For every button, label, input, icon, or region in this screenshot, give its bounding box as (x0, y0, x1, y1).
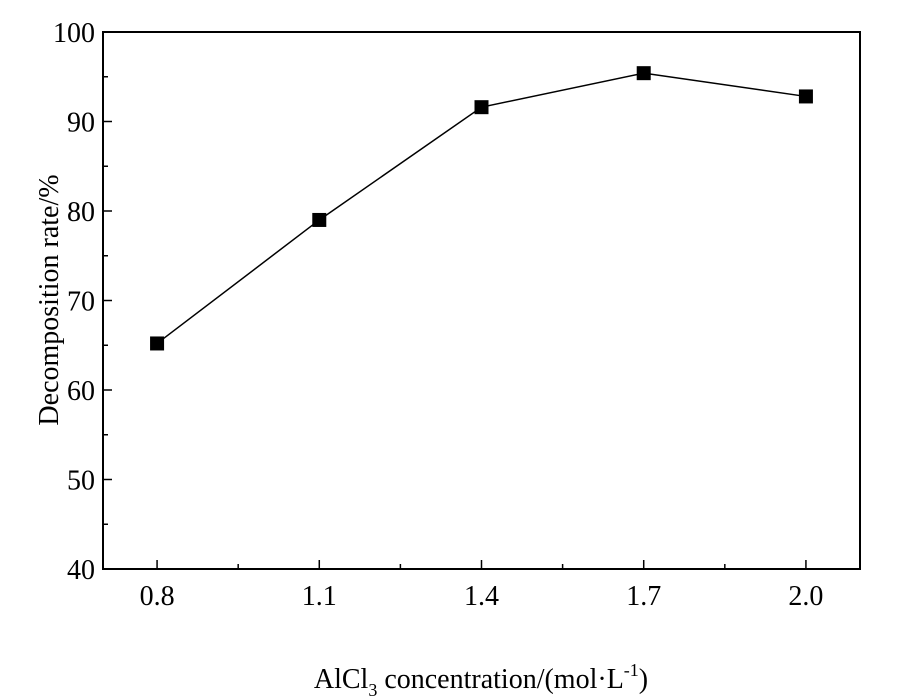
x-tick-label: 1.4 (464, 581, 499, 612)
y-tick-label: 100 (53, 18, 95, 49)
y-tick-label: 80 (67, 197, 95, 228)
y-tick-label: 90 (67, 108, 95, 139)
x-tick-label: 1.7 (626, 581, 661, 612)
y-axis-title: Decomposition rate/% (34, 174, 65, 425)
x-tick-label: 2.0 (788, 581, 823, 612)
data-point-marker (636, 66, 651, 81)
x-tick-label: 1.1 (302, 581, 337, 612)
y-tick-label: 60 (67, 376, 95, 407)
y-tick-label: 70 (67, 287, 95, 318)
series-markers (150, 66, 813, 351)
data-point-marker (312, 212, 327, 227)
y-tick-label: 50 (67, 466, 95, 497)
tick-labels: 0.8 1.1 1.4 1.7 2.0 40 50 60 70 80 90 100 (53, 18, 823, 612)
data-point-marker (150, 336, 165, 351)
x-tick-label: 0.8 (140, 581, 175, 612)
y-tick-label: 40 (67, 555, 95, 586)
data-point-marker (798, 89, 813, 104)
axis-ticks (103, 31, 807, 570)
data-point-marker (474, 100, 489, 115)
x-axis-title: AlCl3 concentration/(mol·L-1) (314, 660, 648, 698)
